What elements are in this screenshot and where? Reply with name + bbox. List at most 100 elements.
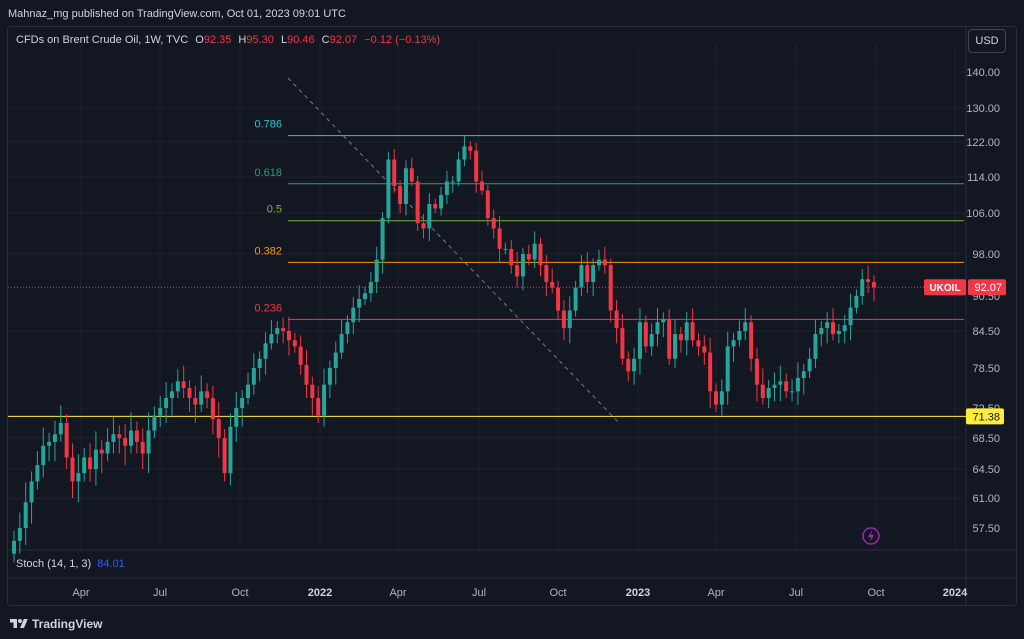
candle-body (117, 434, 122, 438)
candle-body (357, 298, 362, 308)
price-tick-label: 130.00 (966, 103, 1000, 115)
candle-body (871, 282, 876, 288)
candle-body (164, 398, 169, 408)
last-price-label: 92.07 (974, 282, 1002, 294)
candle-body (58, 423, 63, 435)
candle-body (719, 391, 724, 405)
price-tick-label: 98.00 (972, 249, 1000, 261)
candle-body (216, 419, 221, 438)
trend-line (287, 77, 621, 425)
candle-body (23, 502, 28, 528)
candle-body (737, 331, 742, 341)
fib-level-label: 0.618 (254, 167, 282, 179)
candle-body (228, 426, 233, 474)
candle-body (70, 457, 75, 482)
candle-body (199, 391, 204, 405)
candle-body (444, 181, 449, 195)
time-tick-label: Oct (549, 587, 566, 599)
candle-body (690, 322, 695, 341)
candle-body (368, 282, 373, 294)
candle-body (708, 352, 713, 392)
candle-body (409, 168, 414, 182)
price-tick-label: 122.00 (966, 137, 1000, 149)
open-value: 92.35 (203, 34, 232, 46)
fib-level-label: 0.236 (254, 302, 282, 314)
candle-body (456, 159, 461, 182)
candle-body (52, 434, 57, 442)
price-tick-label: 68.50 (972, 433, 1000, 445)
candle-body (807, 358, 812, 372)
candle-body (433, 204, 438, 209)
candle-body (520, 254, 525, 277)
event-flash-bolt (868, 530, 874, 542)
candle-body (725, 346, 730, 392)
candle-body (351, 307, 356, 323)
candle-body (140, 441, 145, 454)
stoch-indicator-legend[interactable]: Stoch (14, 1, 3) 84.01 (16, 558, 125, 570)
candle-body (766, 388, 771, 398)
candle-body (866, 279, 871, 282)
candle-body (795, 378, 800, 392)
candle-body (363, 293, 367, 299)
candle-body (637, 322, 642, 359)
candle-body (655, 322, 660, 335)
price-tick-label: 78.50 (972, 363, 1000, 375)
candle-body (778, 381, 783, 385)
candle-body (702, 346, 707, 353)
candle-body (760, 384, 765, 398)
candle-body (222, 438, 227, 474)
candle-body (801, 371, 806, 378)
candle-body (790, 391, 795, 393)
candle-body (620, 328, 625, 359)
tradingview-brand[interactable]: TradingView (32, 617, 103, 631)
candle-body (450, 181, 455, 183)
candle-body (93, 449, 98, 469)
candle-body (316, 398, 321, 416)
price-chart[interactable]: 140.00130.00122.00114.00106.0098.0090.50… (0, 0, 1024, 607)
candle-body (632, 358, 637, 372)
time-tick-label: Jul (153, 587, 167, 599)
candle-body (257, 358, 262, 368)
low-value: 90.46 (287, 34, 315, 46)
candle-body (88, 457, 93, 469)
fib-level-label: 0.382 (254, 245, 282, 257)
candle-body (579, 265, 584, 288)
candle-body (82, 457, 87, 474)
price-tick-label: 57.50 (972, 523, 1000, 535)
candle-body (462, 146, 467, 160)
candle-body (678, 334, 683, 341)
tradingview-logo-icon (10, 619, 28, 628)
publisher-line: Mahnaz_mg published on TradingView.com, … (8, 8, 346, 20)
close-value: 92.07 (329, 34, 358, 46)
candle-body (64, 423, 69, 458)
candle-body (310, 384, 315, 398)
footer (0, 607, 1024, 639)
candle-body (403, 168, 408, 204)
symbol-title: CFDs on Brent Crude Oil, 1W, TVC (16, 34, 189, 46)
candle-body (158, 408, 163, 416)
candle-body (813, 334, 818, 359)
candle-body (842, 325, 847, 331)
currency-button[interactable]: USD (968, 29, 1006, 53)
time-tick-label: Oct (231, 587, 248, 599)
candle-body (181, 381, 186, 388)
candle-body (696, 340, 701, 347)
candle-body (17, 528, 22, 541)
candle-body (550, 282, 555, 288)
time-tick-label: 2023 (626, 587, 650, 599)
candle-body (749, 322, 754, 359)
candle-body (427, 204, 432, 229)
candle-body (731, 340, 736, 347)
candle-body (743, 322, 748, 331)
candle-body (386, 159, 391, 219)
candle-body (515, 265, 520, 277)
candle-body (29, 481, 34, 503)
candle-body (497, 228, 502, 249)
candle-body (111, 434, 116, 442)
candle-body (234, 408, 239, 427)
candle-body (854, 296, 859, 308)
close-label: C (321, 34, 330, 46)
time-tick-label: Oct (867, 587, 884, 599)
candle-body (286, 331, 291, 341)
candle-body (47, 441, 52, 446)
